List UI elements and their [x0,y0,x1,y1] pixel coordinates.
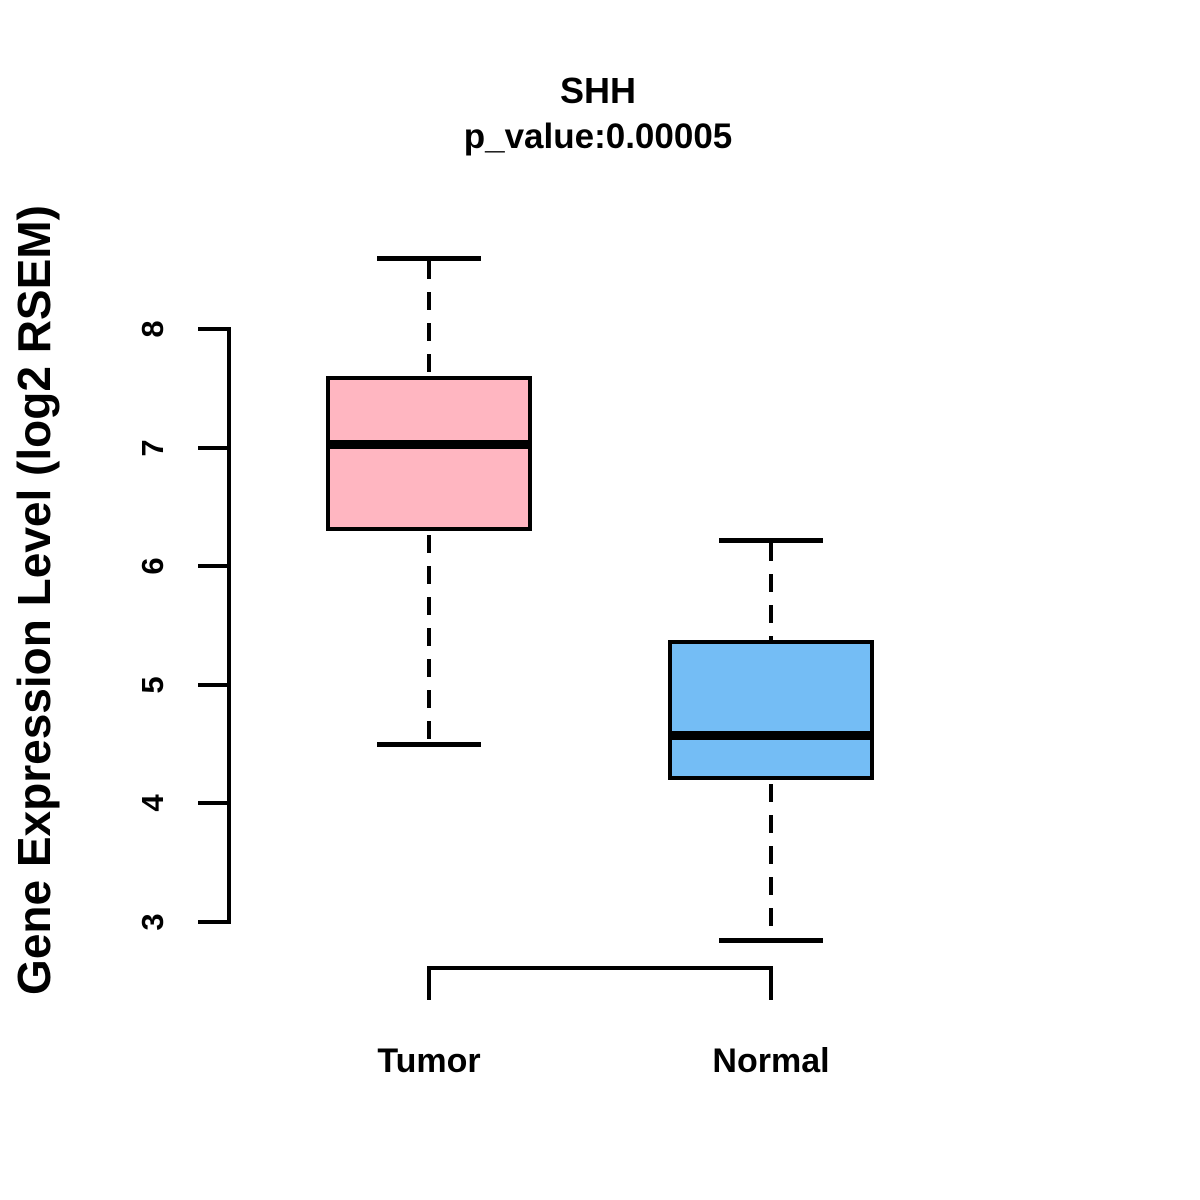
y-tick-label: 8 [135,320,170,338]
whisker-line-upper [427,261,431,376]
y-axis-line [227,327,231,924]
y-tick-label: 7 [135,439,170,457]
whisker-cap-upper [377,256,481,261]
x-axis-group-label: Tumor [377,1042,481,1080]
x-axis-group-label: Normal [712,1042,830,1080]
y-tick-label: 5 [135,676,170,694]
x-axis-tick-left [427,966,431,1000]
whisker-line-lower [427,535,431,742]
median-line [668,731,874,740]
y-tick-mark [198,327,227,331]
y-tick-label: 3 [135,913,170,931]
box-iqr [668,640,874,780]
y-tick-mark [198,446,227,450]
x-axis-tick-right [769,966,773,1000]
chart-subtitle: p_value:0.00005 [463,117,733,156]
y-tick-mark [198,801,227,805]
x-axis-line [427,966,773,970]
y-tick-mark [198,920,227,924]
y-tick-mark [198,683,227,687]
y-tick-mark [198,564,227,568]
whisker-cap-lower [719,938,823,943]
chart-title: SHH [559,70,636,111]
median-line [326,440,532,449]
whisker-cap-upper [719,538,823,543]
whisker-cap-lower [377,742,481,747]
y-axis-label: Gene Expression Level (log2 RSEM) [8,205,60,995]
whisker-line-lower [769,784,773,938]
whisker-line-upper [769,543,773,640]
box-iqr [326,376,532,531]
y-tick-label: 4 [135,794,170,812]
y-tick-label: 6 [135,557,170,575]
